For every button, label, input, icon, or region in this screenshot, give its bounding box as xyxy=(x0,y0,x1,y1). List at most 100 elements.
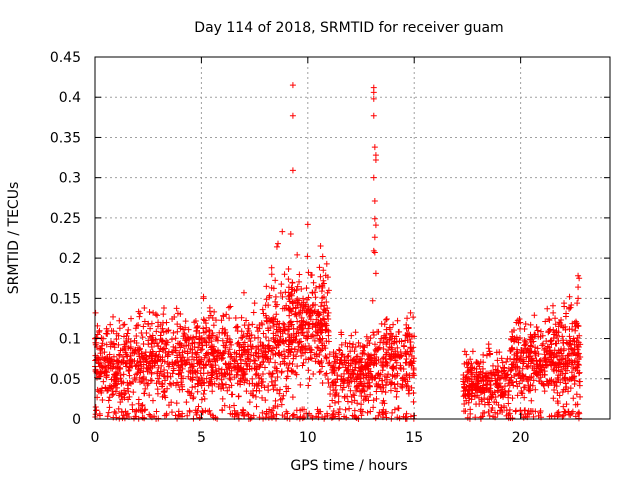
data-point xyxy=(553,340,560,347)
data-point xyxy=(335,398,342,405)
data-point xyxy=(528,373,535,380)
data-point xyxy=(560,339,567,346)
data-point xyxy=(224,370,231,377)
data-point xyxy=(92,309,99,316)
data-point xyxy=(262,349,269,356)
data-point xyxy=(497,407,504,414)
y-tick-label: 0.2 xyxy=(59,251,81,267)
data-point xyxy=(469,348,476,355)
data-point xyxy=(314,406,321,413)
data-point xyxy=(344,366,351,373)
data-point xyxy=(566,305,573,312)
data-point xyxy=(142,349,149,356)
data-point xyxy=(168,409,175,416)
data-point xyxy=(488,407,495,414)
data-point xyxy=(197,370,204,377)
data-point xyxy=(326,403,333,410)
data-point xyxy=(312,358,319,365)
data-point xyxy=(509,395,516,402)
data-point xyxy=(305,382,312,389)
data-point xyxy=(566,340,573,347)
data-point xyxy=(193,354,200,361)
data-point xyxy=(184,412,191,419)
data-point xyxy=(305,333,312,340)
data-point xyxy=(378,335,385,342)
data-point xyxy=(154,375,161,382)
data-point xyxy=(373,395,380,402)
data-point xyxy=(331,392,338,399)
data-point xyxy=(106,404,113,411)
data-point xyxy=(388,379,395,386)
data-point xyxy=(272,316,279,323)
data-point xyxy=(146,309,153,316)
data-point xyxy=(139,334,146,341)
data-point xyxy=(123,411,130,418)
data-point xyxy=(353,387,360,394)
data-point xyxy=(535,412,542,419)
data-point xyxy=(103,341,110,348)
data-point xyxy=(498,355,505,362)
data-point xyxy=(507,355,514,362)
data-point xyxy=(200,295,207,302)
data-point xyxy=(283,361,290,368)
data-point xyxy=(279,293,286,300)
data-point xyxy=(98,387,105,394)
data-point xyxy=(232,315,239,322)
data-point xyxy=(383,315,390,322)
data-point xyxy=(120,321,127,328)
data-point xyxy=(265,348,272,355)
data-point xyxy=(259,306,266,313)
data-point xyxy=(179,410,186,417)
data-point xyxy=(255,346,262,353)
data-point xyxy=(242,343,249,350)
data-point xyxy=(468,369,475,376)
data-point xyxy=(327,362,334,369)
data-point xyxy=(103,368,110,375)
data-point xyxy=(575,370,582,377)
data-point xyxy=(289,286,296,293)
data-point xyxy=(248,332,255,339)
data-point xyxy=(303,309,310,316)
data-point xyxy=(509,415,516,422)
data-point xyxy=(502,389,509,396)
data-point xyxy=(576,275,583,282)
data-point xyxy=(265,342,272,349)
data-point xyxy=(198,382,205,389)
data-point xyxy=(392,385,399,392)
data-point xyxy=(490,362,497,369)
data-point xyxy=(315,319,322,326)
data-point xyxy=(160,346,167,353)
data-point xyxy=(285,338,292,345)
data-point xyxy=(343,367,350,374)
data-point xyxy=(116,352,123,359)
data-point xyxy=(126,364,133,371)
data-point xyxy=(239,406,246,413)
data-point xyxy=(275,240,282,247)
data-point xyxy=(219,380,226,387)
data-point xyxy=(389,333,396,340)
data-point xyxy=(149,337,156,344)
data-point xyxy=(566,326,573,333)
data-point xyxy=(299,362,306,369)
data-point xyxy=(197,347,204,354)
data-point xyxy=(358,370,365,377)
data-point xyxy=(228,341,235,348)
data-point xyxy=(200,325,207,332)
data-point xyxy=(473,377,480,384)
data-point xyxy=(165,327,172,334)
data-point xyxy=(281,348,288,355)
data-point xyxy=(343,359,350,366)
data-point xyxy=(121,321,128,328)
data-point xyxy=(197,364,204,371)
y-tick-label: 0.4 xyxy=(59,90,81,106)
data-point xyxy=(96,363,103,370)
data-point xyxy=(370,397,377,404)
data-point xyxy=(290,355,297,362)
data-point xyxy=(487,369,494,376)
data-point xyxy=(92,341,99,348)
data-point xyxy=(511,336,518,343)
data-point xyxy=(115,358,122,365)
data-point xyxy=(160,388,167,395)
data-point xyxy=(291,346,298,353)
y-tick-label: 0.15 xyxy=(50,291,81,307)
